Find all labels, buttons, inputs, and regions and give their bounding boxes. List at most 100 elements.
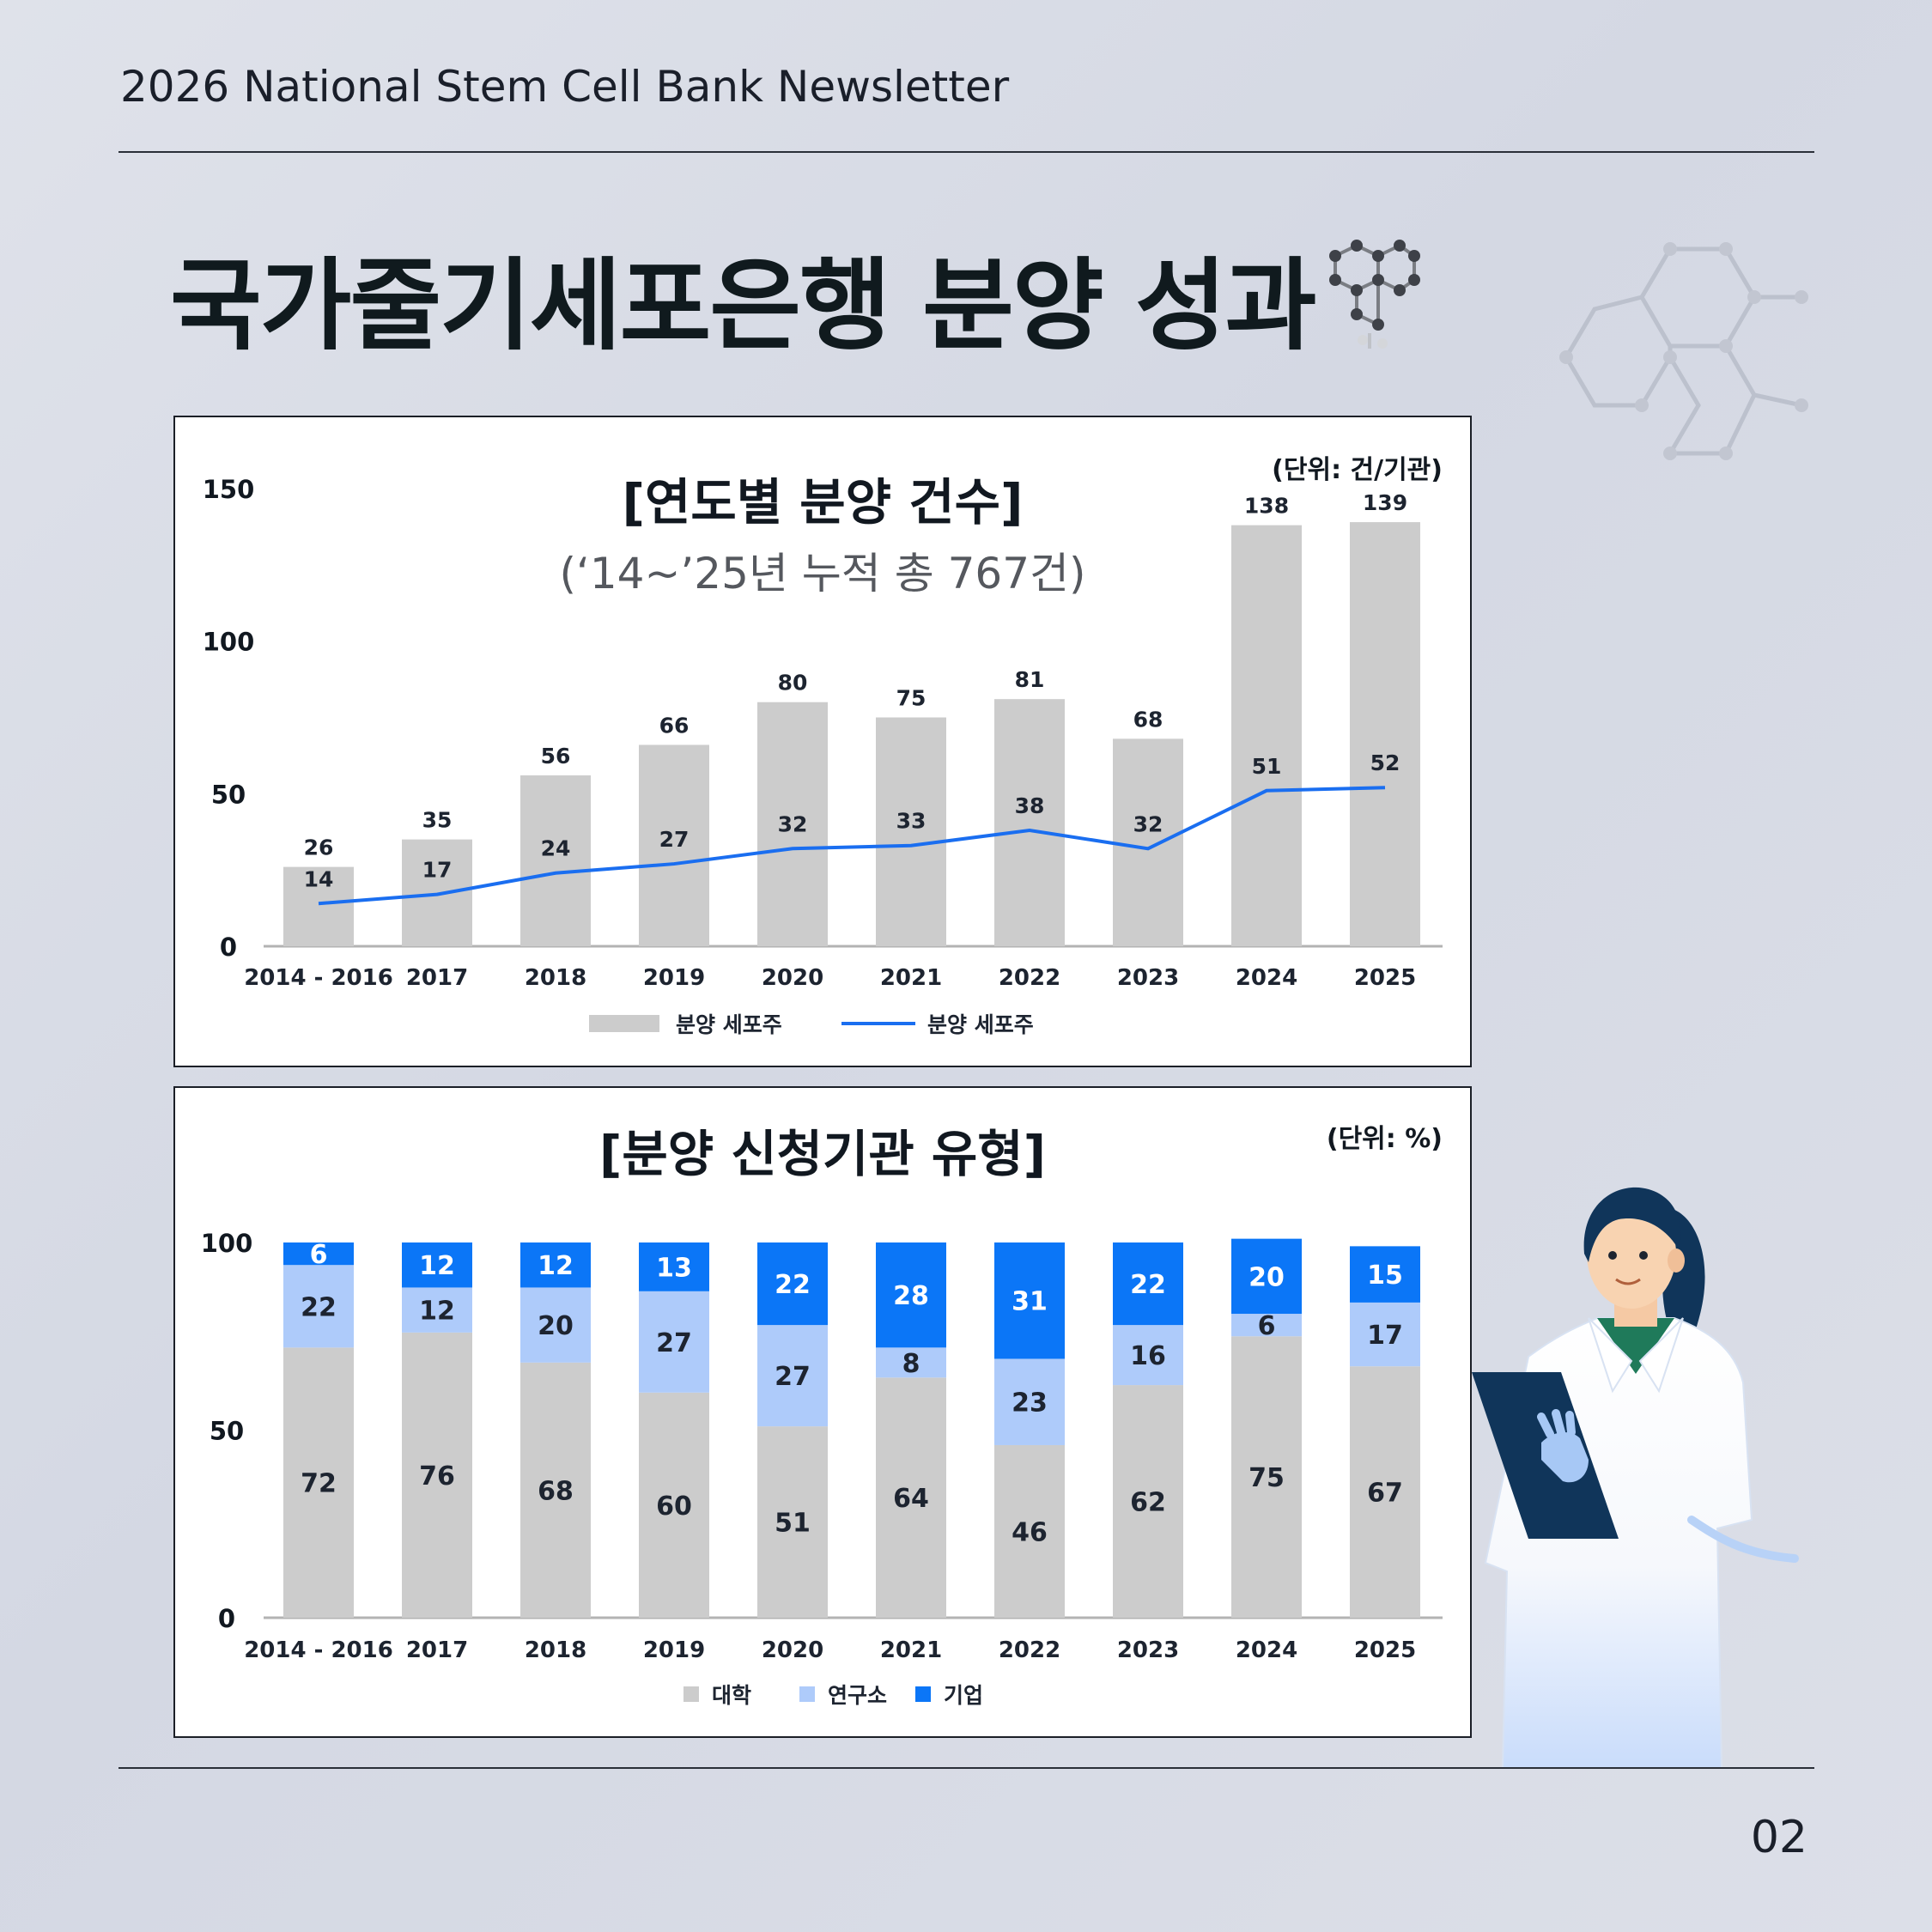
institution-type-chart: [분양 신청기관 유형] (단위: %) 0 50 100 72 22 6 2014 - 2… [173,1086,1472,1738]
line-value-label: 51 [1252,754,1282,779]
bar-value-label: 66 [659,713,690,738]
hexagon-network-decoration [1558,240,1816,472]
segment-value-label: 60 [656,1492,692,1522]
segment-value-label: 72 [301,1469,337,1499]
line-value-label: 32 [778,811,808,836]
segment-value-label: 27 [656,1328,692,1358]
newsletter-header: 2026 National Stem Cell Bank Newsletter [120,62,1009,112]
x-tick-label: 2017 [406,1637,468,1663]
segment-value-label: 6 [310,1240,328,1270]
chart-plot: 0 50 100 150 26 2014 - 2016 35 2017 56 2018 66 2019… [175,417,1470,1066]
y-tick-label: 150 [203,475,255,504]
line-value-label: 52 [1370,750,1400,775]
legend-label: 대학 [712,1683,751,1708]
top-divider [118,151,1814,153]
x-tick-label: 2014 - 2016 [244,1637,393,1663]
legend-swatch [683,1686,699,1702]
x-tick-label: 2019 [643,1637,705,1663]
x-tick-label: 2025 [1354,1637,1416,1663]
bar-value-label: 139 [1363,490,1407,515]
segment-value-label: 51 [775,1509,811,1539]
line-value-label: 24 [541,836,571,861]
segment-value-label: 12 [538,1251,574,1281]
x-tick-label: 2025 [1354,965,1416,991]
segment-value-label: 23 [1012,1388,1048,1419]
line-value-label: 14 [304,866,334,891]
x-tick-label: 2020 [762,965,823,991]
legend-swatch [915,1686,931,1702]
legend-label: 분양 세포주 [676,1012,782,1037]
x-tick-label: 2018 [525,965,586,991]
legend-label: 분양 세포주 [927,1012,1034,1037]
bar-value-label: 138 [1244,494,1289,519]
bar-value-label: 80 [778,671,808,696]
x-tick-label: 2019 [643,965,705,991]
segment-value-label: 68 [538,1476,574,1506]
x-tick-label: 2020 [762,1637,823,1663]
x-tick-label: 2017 [406,965,468,991]
legend-swatch [799,1686,815,1702]
page-title: 국가줄기세포은행 분양 성과 [170,225,1315,369]
x-tick-label: 2024 [1236,1637,1297,1663]
legend-label: 연구소 [828,1683,887,1708]
x-tick-label: 2021 [880,965,942,991]
bar-value-label: 26 [304,835,334,860]
y-tick-label: 0 [220,933,237,962]
bar [1231,526,1302,946]
segment-value-label: 17 [1367,1321,1403,1351]
bottom-divider [118,1767,1814,1769]
segment-value-label: 75 [1249,1463,1285,1493]
line-value-label: 38 [1015,793,1045,818]
segment-value-label: 20 [1249,1262,1285,1292]
bar-value-label: 68 [1133,707,1163,732]
segment-value-label: 12 [419,1297,455,1327]
line-value-label: 27 [659,827,690,852]
x-tick-label: 2023 [1117,965,1179,991]
x-tick-label: 2022 [999,1637,1060,1663]
y-tick-label: 100 [201,1229,253,1258]
segment-value-label: 16 [1130,1341,1166,1371]
legend-swatch-bar [589,1015,659,1032]
x-tick-label: 2018 [525,1637,586,1663]
line-value-label: 17 [422,858,453,883]
x-tick-label: 2024 [1236,965,1297,991]
segment-value-label: 62 [1130,1488,1166,1518]
line-series [319,787,1385,903]
x-tick-label: 2014 - 2016 [244,965,393,991]
bar-value-label: 75 [896,686,927,711]
segment-value-label: 6 [1258,1311,1276,1341]
x-tick-label: 2021 [880,1637,942,1663]
bar-value-label: 56 [541,744,571,769]
bar [1113,738,1183,946]
x-tick-label: 2023 [1117,1637,1179,1663]
segment-value-label: 27 [775,1362,811,1392]
segment-value-label: 67 [1367,1479,1403,1509]
legend-label: 기업 [944,1683,983,1708]
segment-value-label: 64 [893,1484,929,1514]
bar-value-label: 35 [422,808,453,833]
segment-value-label: 22 [775,1270,811,1300]
segment-value-label: 28 [893,1281,929,1311]
segment-value-label: 15 [1367,1261,1403,1291]
molecule-icon [1318,239,1421,368]
bar [994,699,1065,946]
segment-value-label: 22 [301,1292,337,1322]
page-number: 02 [1751,1812,1807,1863]
segment-value-label: 22 [1130,1270,1166,1300]
segment-value-label: 8 [902,1349,920,1379]
annual-distribution-chart: [연도별 분양 건수] (‘14~’25년 누적 총 767건) (단위: 건/… [173,416,1472,1067]
segment-value-label: 13 [656,1253,692,1283]
y-tick-label: 0 [218,1604,235,1633]
segment-value-label: 46 [1012,1517,1048,1547]
scientist-illustration [1460,1159,1803,1769]
segment-value-label: 31 [1012,1287,1048,1317]
y-tick-label: 50 [211,780,246,809]
segment-value-label: 20 [538,1311,574,1341]
segment-value-label: 12 [419,1251,455,1281]
segment-value-label: 76 [419,1461,455,1492]
bar-value-label: 81 [1015,667,1045,692]
line-value-label: 33 [896,809,927,834]
line-value-label: 32 [1133,811,1163,836]
y-tick-label: 100 [203,628,255,657]
bar [1350,522,1420,946]
